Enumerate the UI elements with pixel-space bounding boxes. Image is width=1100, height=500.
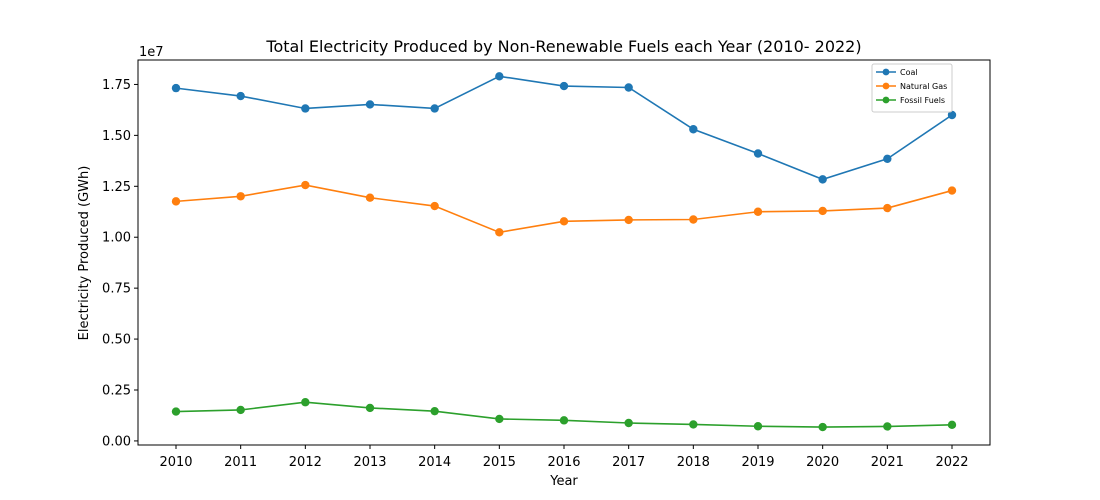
legend-marker-natural-gas xyxy=(882,82,890,90)
data-point-coal xyxy=(365,100,375,109)
data-point-natural-gas xyxy=(236,192,245,201)
data-point-coal xyxy=(430,104,439,113)
legend-marker-coal xyxy=(882,68,890,76)
data-point-fossil-fuels xyxy=(883,422,892,431)
x-tick-label: 2021 xyxy=(871,455,904,470)
y-tick-label: 0.25 xyxy=(102,384,131,399)
y-tick-label: 1.75 xyxy=(102,78,131,93)
data-point-coal xyxy=(495,72,504,81)
plot-area: 0.00 0.25 0.50 0.75 1.00 1.25 1.50 1.75 2010 2011… xyxy=(102,59,991,470)
y-tick-label: 1.00 xyxy=(102,231,131,246)
data-point-coal xyxy=(559,81,569,91)
data-point-coal xyxy=(689,125,698,134)
data-point-natural-gas xyxy=(559,217,569,226)
y-axis-offset-label: 1e7 xyxy=(139,45,164,60)
y-tick-label: 1.50 xyxy=(102,129,131,144)
x-tick-label: 2016 xyxy=(547,455,580,470)
data-point-natural-gas xyxy=(689,215,698,224)
legend-label-fossil-fuels: Fossil Fuels xyxy=(900,96,945,105)
data-point-natural-gas xyxy=(495,228,504,237)
x-tick-label: 2013 xyxy=(353,455,386,470)
data-point-natural-gas xyxy=(365,193,375,202)
data-point-fossil-fuels xyxy=(947,420,957,430)
x-tick-label: 2020 xyxy=(806,455,839,470)
x-tick-label: 2022 xyxy=(935,455,968,470)
x-tick-label: 2015 xyxy=(483,455,516,470)
data-point-fossil-fuels xyxy=(236,405,245,415)
data-point-fossil-fuels xyxy=(301,398,310,407)
x-tick-label: 2011 xyxy=(224,455,257,470)
data-point-fossil-fuels xyxy=(495,414,504,424)
data-point-coal xyxy=(818,175,827,184)
data-point-fossil-fuels xyxy=(818,422,827,432)
y-tick-label: 1.25 xyxy=(102,180,131,195)
data-point-fossil-fuels xyxy=(753,422,763,431)
legend: Coal Natural Gas Fossil Fuels xyxy=(871,63,953,113)
data-point-natural-gas xyxy=(301,180,310,190)
data-point-fossil-fuels xyxy=(171,407,181,416)
data-point-natural-gas xyxy=(171,197,181,206)
data-point-coal xyxy=(624,83,633,92)
y-tick-label: 0.00 xyxy=(102,434,131,449)
x-tick-label: 2017 xyxy=(612,455,645,470)
y-tick-label: 0.75 xyxy=(102,282,131,297)
legend-marker-fossil-fuels xyxy=(882,96,890,104)
y-tick-label: 0.50 xyxy=(102,333,131,348)
data-point-coal xyxy=(301,104,310,113)
data-point-natural-gas xyxy=(947,186,957,195)
data-point-fossil-fuels xyxy=(365,403,375,413)
legend-label-natural-gas: Natural Gas xyxy=(900,82,947,91)
x-tick-label: 2014 xyxy=(418,455,451,470)
x-tick-label: 2012 xyxy=(289,455,322,470)
data-point-coal xyxy=(947,110,957,120)
data-point-coal xyxy=(883,154,892,163)
legend-label-coal: Coal xyxy=(900,68,918,77)
data-point-natural-gas xyxy=(430,201,439,211)
data-point-fossil-fuels xyxy=(559,416,569,425)
chart-title: Total Electricity Produced by Non-Renewa… xyxy=(265,37,861,56)
x-axis-title: Year xyxy=(549,474,578,489)
data-point-natural-gas xyxy=(753,207,763,216)
data-point-coal xyxy=(753,149,763,158)
data-point-fossil-fuels xyxy=(430,406,439,416)
data-point-natural-gas xyxy=(883,203,892,213)
data-point-fossil-fuels xyxy=(689,420,698,429)
data-point-fossil-fuels xyxy=(624,418,633,428)
data-point-natural-gas xyxy=(818,206,827,216)
data-point-coal xyxy=(171,83,181,93)
x-tick-label: 2010 xyxy=(159,455,192,470)
x-tick-label: 2018 xyxy=(677,455,710,470)
y-axis-title: Electricity Produced (GWh) xyxy=(77,166,92,341)
x-tick-label: 2019 xyxy=(741,455,774,470)
data-point-natural-gas xyxy=(624,215,633,225)
data-point-coal xyxy=(236,91,245,101)
